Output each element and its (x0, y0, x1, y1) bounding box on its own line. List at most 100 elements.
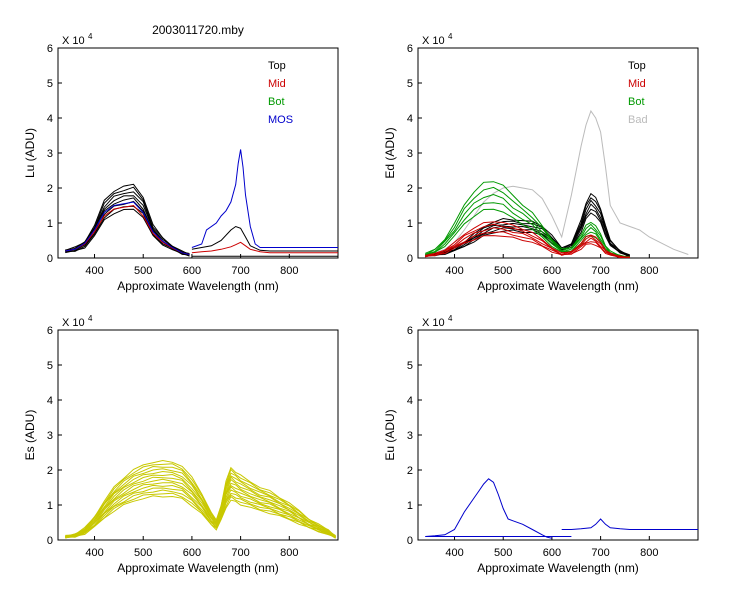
legend-item-mid: Mid (628, 78, 646, 90)
plot-frame (417, 329, 699, 541)
y-tick-label: 4 (407, 113, 413, 125)
series-line-es (65, 482, 336, 539)
series-line-bot (425, 202, 630, 258)
x-tick-label: 400 (85, 547, 103, 559)
series-line-bot (425, 186, 630, 258)
series-line-bot (425, 193, 630, 257)
legend-item-bot: Bot (628, 96, 645, 108)
x-tick-label: 700 (231, 547, 249, 559)
legend-item-mid: Mid (268, 78, 286, 90)
y-tick-label: 5 (407, 78, 413, 90)
y-tick-label: 4 (407, 395, 413, 407)
x-axis-label: Approximate Wavelength (nm) (477, 561, 639, 575)
series-line-mid (65, 204, 190, 255)
x-tick-label: 500 (134, 547, 152, 559)
y-tick-label: 1 (47, 500, 53, 512)
x-tick-label: 500 (494, 265, 512, 277)
series-line-es (65, 473, 336, 538)
series-line-mid-red (191, 241, 338, 254)
x-tick-label: 800 (280, 265, 298, 277)
x-tick-label: 500 (134, 265, 152, 277)
y-tick-label: 3 (407, 430, 413, 442)
series-line-top (425, 208, 630, 257)
y-scale-label: X 10 (62, 35, 85, 47)
x-tick-label: 700 (231, 265, 249, 277)
y-tick-label: 2 (407, 183, 413, 195)
x-axis-label: Approximate Wavelength (nm) (477, 279, 639, 293)
y-tick-label: 2 (407, 465, 413, 477)
x-axis-label: Approximate Wavelength (nm) (117, 279, 279, 293)
x-tick-label: 500 (494, 547, 512, 559)
y-tick-label: 2 (47, 465, 53, 477)
x-tick-label: 600 (543, 265, 561, 277)
y-tick-label: 6 (47, 43, 53, 55)
y-axis-label: Lu (ADU) (23, 128, 37, 178)
series-line-top (65, 208, 190, 257)
y-tick-label: 6 (407, 43, 413, 55)
x-tick-label: 400 (445, 547, 463, 559)
y-tick-label: 1 (407, 218, 413, 230)
x-tick-label: 400 (445, 265, 463, 277)
legend-item-top: Top (628, 60, 646, 72)
y-scale-label: X 10 (422, 317, 445, 329)
series-line-top-red (191, 225, 338, 252)
series-line-eu (425, 478, 553, 539)
series-line-mid (425, 227, 630, 258)
y-tick-label: 5 (407, 360, 413, 372)
y-axis-label: Ed (ADU) (383, 127, 397, 178)
y-tick-label: 1 (47, 218, 53, 230)
y-tick-label: 3 (47, 148, 53, 160)
y-scale-label: X 10 (422, 35, 445, 47)
series-line-top (65, 183, 190, 256)
y-tick-label: 4 (47, 395, 53, 407)
plot-area (425, 478, 698, 539)
y-scale-label: X 10 (62, 317, 85, 329)
y-scale-exponent: 4 (448, 314, 453, 323)
series-line-es (65, 459, 336, 538)
y-tick-label: 3 (47, 430, 53, 442)
series-line-es (65, 492, 336, 539)
x-tick-label: 600 (543, 547, 561, 559)
y-scale-exponent: 4 (88, 32, 93, 41)
y-tick-label: 0 (407, 535, 413, 547)
plot-area (65, 149, 338, 257)
series-line-mos-red (191, 149, 338, 248)
y-tick-label: 3 (407, 148, 413, 160)
series-line-eu-red (561, 518, 698, 530)
y-axis-label: Eu (ADU) (383, 409, 397, 460)
y-tick-label: 2 (47, 183, 53, 195)
y-tick-label: 6 (407, 325, 413, 337)
series-line-bad (425, 109, 689, 255)
y-axis-label: Es (ADU) (23, 410, 37, 461)
y-tick-label: 0 (407, 253, 413, 265)
figure-title: 2003011720.mby (152, 23, 244, 37)
y-tick-label: 6 (47, 325, 53, 337)
x-tick-label: 700 (591, 547, 609, 559)
y-tick-label: 1 (407, 500, 413, 512)
x-tick-label: 800 (280, 547, 298, 559)
x-axis-label: Approximate Wavelength (nm) (117, 561, 279, 575)
y-scale-exponent: 4 (88, 314, 93, 323)
series-line-es (65, 463, 336, 538)
x-tick-label: 700 (591, 265, 609, 277)
legend-item-mos: MOS (268, 114, 293, 126)
y-tick-label: 0 (47, 253, 53, 265)
x-tick-label: 400 (85, 265, 103, 277)
series-line-mos (65, 201, 190, 255)
y-tick-label: 5 (47, 78, 53, 90)
series-line-mid (425, 221, 630, 258)
y-tick-label: 4 (47, 113, 53, 125)
x-tick-label: 800 (640, 265, 658, 277)
x-tick-label: 800 (640, 547, 658, 559)
y-scale-exponent: 4 (448, 32, 453, 41)
x-tick-label: 600 (183, 547, 201, 559)
y-tick-label: 5 (47, 360, 53, 372)
x-tick-label: 600 (183, 265, 201, 277)
plot-frame (417, 47, 699, 259)
plot-area (425, 109, 689, 258)
series-line-mid (425, 231, 630, 258)
